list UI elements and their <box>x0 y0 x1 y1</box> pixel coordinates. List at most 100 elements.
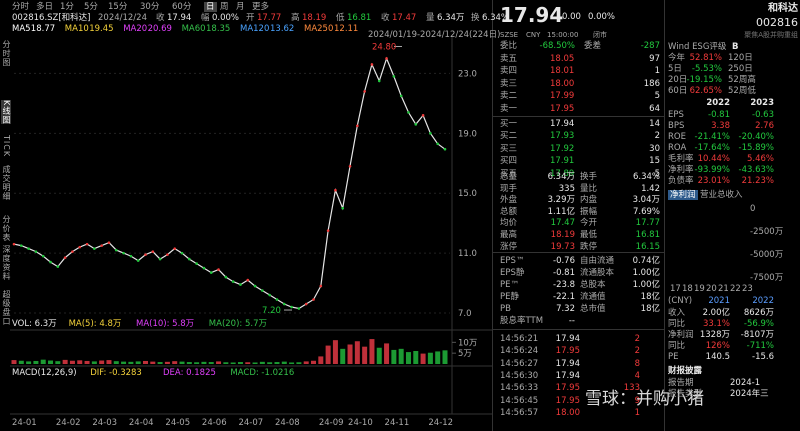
price-point <box>144 253 147 256</box>
price-point <box>348 164 352 168</box>
x-tick-label: 24-08 <box>275 418 300 428</box>
label: 126% <box>705 341 730 351</box>
volume-bar <box>150 361 156 364</box>
price-point <box>297 307 301 310</box>
label: -22.1 <box>553 292 575 302</box>
volume-bar <box>398 348 404 364</box>
timeframe-tab[interactable]: 周 <box>220 2 229 12</box>
price-point <box>85 242 89 246</box>
volume-bar <box>325 345 331 364</box>
timeframe-tab[interactable]: 1分 <box>60 2 74 12</box>
price-point <box>71 250 74 253</box>
volume-bar <box>340 348 346 364</box>
price-point <box>122 251 125 255</box>
volume-bar <box>208 362 214 364</box>
label: 收 <box>156 13 165 23</box>
label: 最低 <box>580 230 598 240</box>
x-tick-label: 24-11 <box>385 418 410 428</box>
label: 换 <box>471 13 480 23</box>
label: 2.76 <box>755 121 774 131</box>
price-point <box>443 147 447 151</box>
price-point <box>209 271 213 274</box>
order-volume: 97 <box>649 54 660 64</box>
label: 换手 <box>580 172 598 182</box>
label: 60日 <box>668 86 688 96</box>
tab[interactable]: 营业总收入 <box>700 190 743 200</box>
label: 2023 <box>750 98 774 108</box>
timeframe-tab[interactable]: 30分 <box>140 2 160 12</box>
annotation: 7.20 <box>262 306 281 316</box>
volume-bar <box>289 362 295 364</box>
volume-bar <box>376 347 382 364</box>
label: EPS <box>668 110 684 120</box>
order-volume: 30 <box>649 143 660 154</box>
y-tick-label: 7.0 <box>458 309 472 319</box>
label: SZSE <box>500 31 519 39</box>
price-point <box>136 259 140 262</box>
timeframe-tab[interactable]: 15分 <box>108 2 128 12</box>
label: 1.42 <box>641 183 660 194</box>
price-point <box>78 245 82 249</box>
label: -19.15% <box>686 75 722 85</box>
divider <box>493 329 664 330</box>
label: 1.00亿 <box>632 268 660 278</box>
label: 17.94 <box>555 334 580 344</box>
side-tab[interactable]: 超级盘口 <box>2 290 11 326</box>
label: 2024年三 <box>730 389 769 399</box>
price-point <box>93 247 96 250</box>
label: MA10 <box>64 24 89 34</box>
price-point <box>282 302 286 306</box>
order-price: 18.01 <box>550 66 575 77</box>
volume-bar <box>142 360 148 364</box>
price-point <box>100 244 103 247</box>
label: 2.00亿 <box>702 308 730 318</box>
tab[interactable]: 净利润 <box>668 190 698 200</box>
timeframe-tab[interactable]: 更多 <box>252 2 270 12</box>
price-point <box>129 254 133 258</box>
side-tab[interactable]: 成交明细 <box>2 165 11 201</box>
volume-bar <box>121 361 127 364</box>
label: 卖三 <box>500 78 518 89</box>
label: MA60 <box>181 24 206 34</box>
label: MA(20): 5.7万 <box>208 319 267 329</box>
volume-bar <box>311 360 317 364</box>
label: 20日 <box>668 75 688 85</box>
price-point <box>370 63 374 66</box>
volume-bar <box>172 361 178 364</box>
side-tab[interactable]: 分时图 <box>2 40 11 67</box>
label: MACD(12,26,9) <box>12 368 77 378</box>
label: 18.35 <box>206 24 231 34</box>
label: CNY <box>526 31 541 39</box>
label: 1.11亿 <box>547 206 575 217</box>
label: 6.34% <box>632 172 660 182</box>
label: 14:56:27 <box>500 358 539 369</box>
label: VOL: 6.3万 <box>12 319 57 329</box>
side-tab[interactable]: TICK <box>2 135 11 158</box>
timeframe-tab[interactable]: 60分 <box>172 2 192 12</box>
order-price: 17.92 <box>550 143 575 154</box>
order-price: 17.93 <box>550 131 575 142</box>
label: PB <box>500 304 511 314</box>
side-tab[interactable]: 深度资料 <box>2 245 11 281</box>
volume-bar <box>427 352 433 364</box>
label: 毛利率 <box>668 154 694 164</box>
label: 14:56:21 <box>500 334 539 344</box>
timeframe-tab[interactable]: 月 <box>236 2 245 12</box>
timeframe-tab[interactable]: 5分 <box>84 2 98 12</box>
timeframe-tab[interactable]: 日 <box>204 2 217 12</box>
side-tab[interactable]: K线图 <box>1 100 11 125</box>
price-point <box>114 248 118 252</box>
label: MA(10): 5.8万 <box>136 319 195 329</box>
timeframe-tab[interactable]: 分时 <box>12 2 30 12</box>
label: MA250 <box>304 24 334 34</box>
timeframe-tab[interactable]: 多日 <box>36 2 54 12</box>
label: 涨停 <box>500 241 518 252</box>
volume-bar <box>274 362 280 364</box>
y-tick-label: 5万 <box>458 349 472 359</box>
side-tab[interactable]: 分价表 <box>2 215 11 242</box>
label: BPS <box>668 121 685 131</box>
label: 流通股本 <box>580 268 615 278</box>
label: 3.04万 <box>632 195 660 206</box>
order-volume: 5 <box>654 168 660 179</box>
